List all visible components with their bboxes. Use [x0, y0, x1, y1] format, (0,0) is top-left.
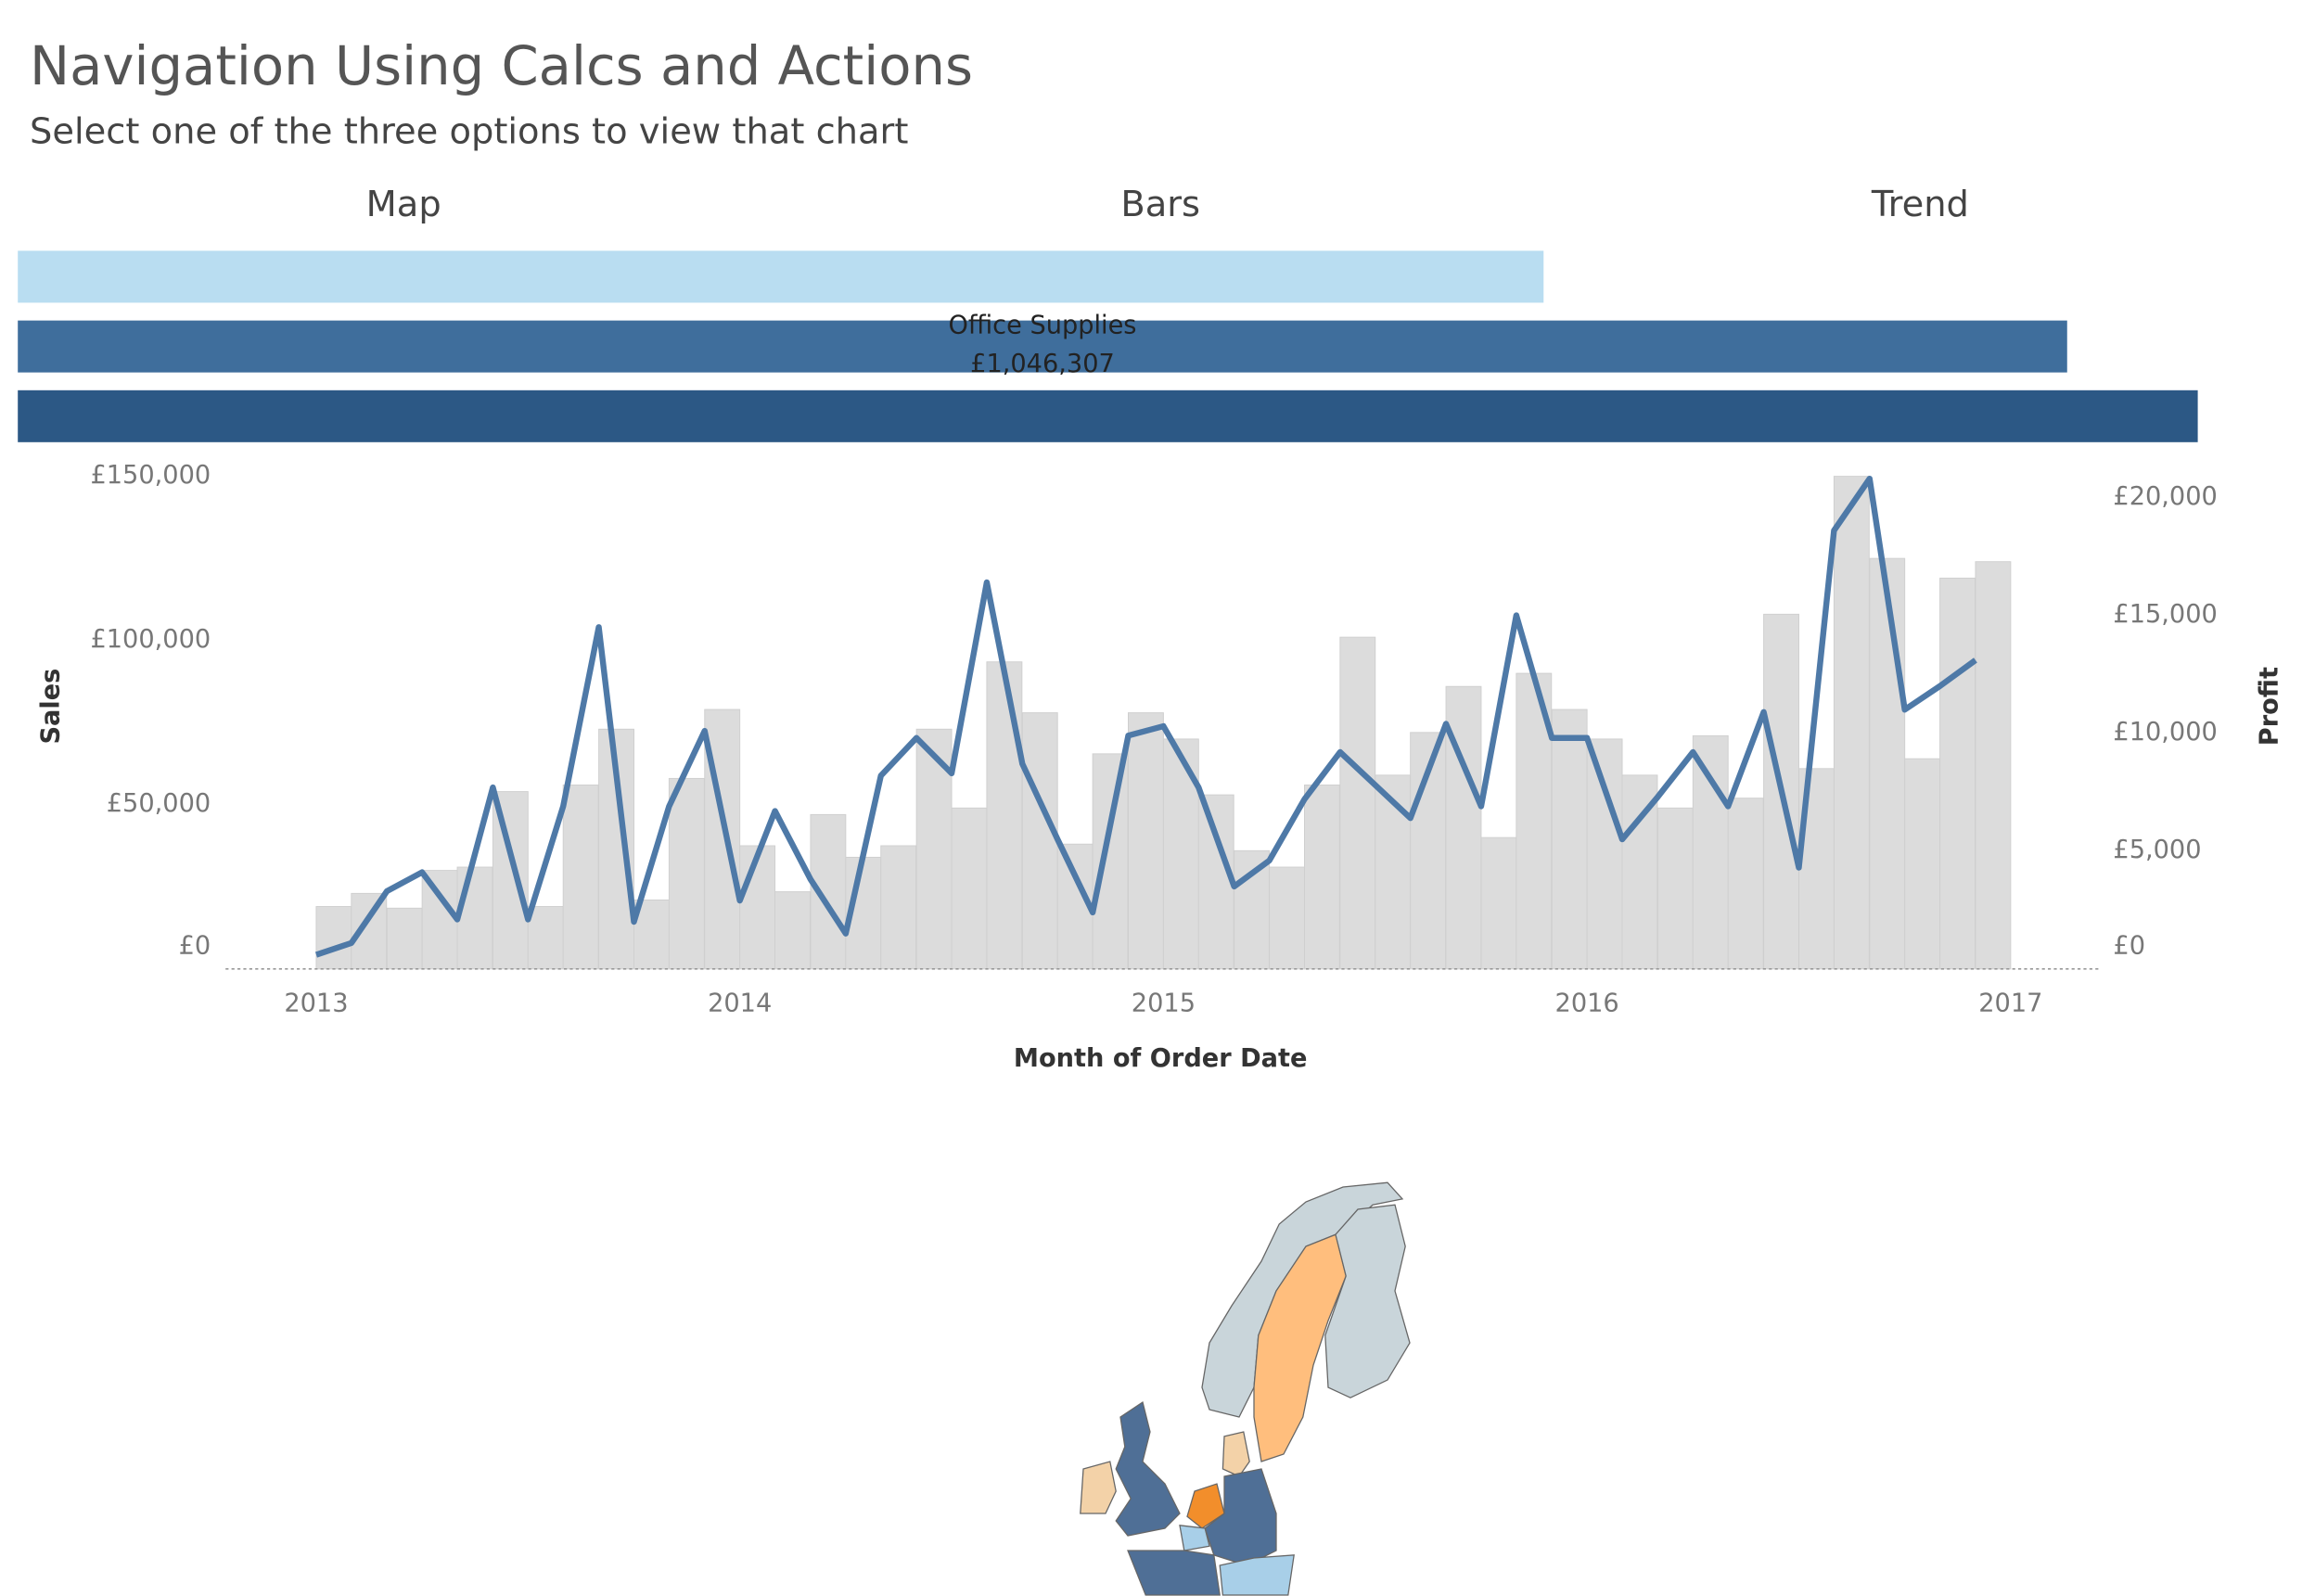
- x-tick-label: 2013: [284, 990, 348, 1018]
- y-tick-label: £0: [179, 931, 211, 960]
- bar: [1304, 785, 1340, 970]
- bar: [1269, 866, 1305, 970]
- bar: [1480, 836, 1517, 970]
- y2-tick-label: £10,000: [2113, 718, 2217, 747]
- y2-axis-title: Profit: [2256, 667, 2284, 746]
- bar: [1021, 712, 1058, 970]
- ireland: [1080, 1461, 1117, 1514]
- austria-switzerland: [1219, 1554, 1295, 1596]
- bar: [1586, 738, 1623, 970]
- bar: [527, 906, 564, 970]
- nav-option[interactable]: Map: [366, 184, 441, 225]
- y2-tick-label: £0: [2113, 931, 2145, 960]
- y2-tick-label: £5,000: [2113, 836, 2201, 864]
- bar: [1904, 758, 1941, 970]
- nav-option[interactable]: Trend: [1871, 184, 1969, 225]
- y-tick-label: £100,000: [90, 625, 211, 654]
- bar: [456, 866, 493, 970]
- dashboard-title: Navigation Using Calcs and Actions: [30, 35, 973, 97]
- bar: [1551, 709, 1588, 970]
- bar: [1833, 476, 1870, 970]
- bar: [1375, 774, 1412, 970]
- y2-tick-label: £15,000: [2113, 600, 2217, 629]
- bar: [18, 250, 1544, 303]
- x-tick-label: 2017: [1978, 990, 2042, 1018]
- netherlands: [1186, 1483, 1225, 1529]
- bar: [492, 791, 529, 970]
- nav-option[interactable]: Bars: [1120, 184, 1200, 225]
- bar: [1234, 849, 1271, 970]
- y-tick-label: £150,000: [90, 461, 211, 490]
- bar: [668, 777, 705, 970]
- bar: [880, 845, 917, 970]
- bar: [1339, 636, 1376, 970]
- bar: [739, 845, 776, 970]
- bar: [951, 807, 988, 970]
- bar-value-label: £1,046,307: [970, 350, 1115, 378]
- bar-label: Office Supplies: [948, 312, 1136, 340]
- bar: [1975, 561, 2012, 970]
- bar: [1128, 712, 1164, 970]
- x-axis-title: Month of Order Date: [1014, 1044, 1308, 1073]
- bar: [1692, 734, 1729, 970]
- france: [1127, 1550, 1221, 1596]
- dashboard-subtitle: Select one of the three options to view …: [30, 111, 908, 153]
- bar: [315, 906, 352, 970]
- y-axis-title: Sales: [37, 669, 66, 745]
- x-tick-label: 2014: [708, 990, 772, 1018]
- finland: [1324, 1204, 1411, 1398]
- sweden: [1253, 1233, 1347, 1462]
- bar: [774, 891, 811, 970]
- denmark: [1221, 1431, 1250, 1477]
- y2-tick-label: £20,000: [2113, 482, 2217, 511]
- bar: [1939, 577, 1976, 970]
- x-tick-label: 2016: [1555, 990, 1619, 1018]
- bar: [421, 870, 458, 970]
- bar: [18, 320, 2067, 373]
- norway: [1201, 1181, 1404, 1418]
- map: [1080, 1181, 1411, 1596]
- bar: [1727, 798, 1764, 970]
- bar: [18, 389, 2198, 442]
- belgium: [1179, 1525, 1210, 1551]
- uk: [1115, 1400, 1181, 1537]
- x-tick-label: 2015: [1132, 990, 1196, 1018]
- bar: [1656, 807, 1694, 970]
- profit-line: [314, 475, 1977, 958]
- y-tick-label: £50,000: [107, 789, 211, 818]
- bar: [986, 661, 1023, 970]
- bar: [386, 907, 423, 970]
- bar: [562, 785, 599, 970]
- bar: [1869, 557, 1906, 970]
- bar: [1092, 753, 1129, 970]
- bar: [1197, 794, 1234, 970]
